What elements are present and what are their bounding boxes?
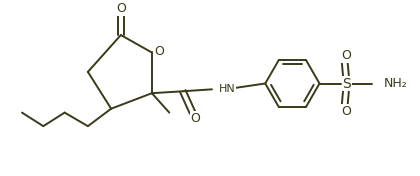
Text: HN: HN	[219, 84, 236, 94]
Text: O: O	[342, 49, 352, 62]
Text: S: S	[342, 77, 351, 90]
Text: NH₂: NH₂	[383, 77, 407, 90]
Text: O: O	[191, 112, 200, 125]
Text: O: O	[342, 105, 352, 118]
Text: O: O	[155, 45, 165, 58]
Text: O: O	[116, 2, 126, 15]
